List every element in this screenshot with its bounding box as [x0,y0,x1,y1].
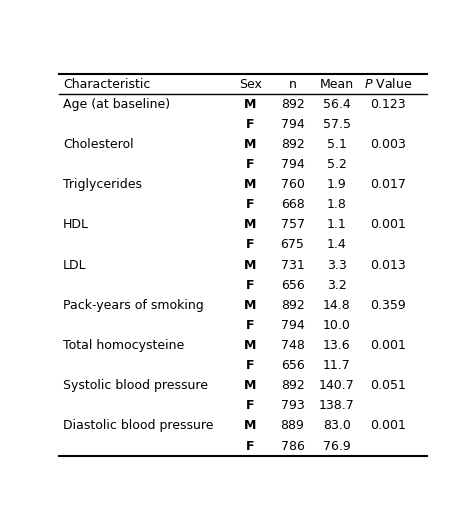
Text: M: M [244,178,256,191]
Text: 0.359: 0.359 [370,299,406,312]
Text: 0.003: 0.003 [370,138,406,151]
Text: 0.013: 0.013 [370,258,406,271]
Text: F: F [246,359,255,372]
Text: 786: 786 [281,439,304,452]
Text: 0.051: 0.051 [370,379,406,392]
Text: 5.2: 5.2 [327,158,346,171]
Text: F: F [246,439,255,452]
Text: M: M [244,299,256,312]
Text: M: M [244,419,256,433]
Text: M: M [244,258,256,271]
Text: $\it{P}$ Value: $\it{P}$ Value [364,77,412,91]
Text: F: F [246,238,255,251]
Text: F: F [246,399,255,413]
Text: 794: 794 [281,158,304,171]
Text: 794: 794 [281,118,304,131]
Text: 57.5: 57.5 [323,118,351,131]
Text: 1.9: 1.9 [327,178,346,191]
Text: Triglycerides: Triglycerides [63,178,142,191]
Text: 3.2: 3.2 [327,279,346,292]
Text: 1.4: 1.4 [327,238,346,251]
Text: 656: 656 [281,279,304,292]
Text: Characteristic: Characteristic [63,78,150,90]
Text: 889: 889 [281,419,304,433]
Text: 76.9: 76.9 [323,439,350,452]
Text: Sex: Sex [239,78,262,90]
Text: 0.001: 0.001 [370,419,406,433]
Text: F: F [246,319,255,332]
Text: 140.7: 140.7 [319,379,355,392]
Text: Mean: Mean [319,78,354,90]
Text: 760: 760 [281,178,304,191]
Text: 892: 892 [281,138,304,151]
Text: 0.001: 0.001 [370,339,406,352]
Text: 793: 793 [281,399,304,413]
Text: 0.017: 0.017 [370,178,406,191]
Text: 11.7: 11.7 [323,359,350,372]
Text: 138.7: 138.7 [319,399,355,413]
Text: Cholesterol: Cholesterol [63,138,134,151]
Text: 675: 675 [281,238,304,251]
Text: Systolic blood pressure: Systolic blood pressure [63,379,208,392]
Text: Total homocysteine: Total homocysteine [63,339,184,352]
Text: 668: 668 [281,198,304,211]
Text: 892: 892 [281,299,304,312]
Text: 10.0: 10.0 [323,319,351,332]
Text: 892: 892 [281,98,304,111]
Text: Pack-years of smoking: Pack-years of smoking [63,299,204,312]
Text: 731: 731 [281,258,304,271]
Text: LDL: LDL [63,258,87,271]
Text: 0.001: 0.001 [370,218,406,231]
Text: 794: 794 [281,319,304,332]
Text: 656: 656 [281,359,304,372]
Text: M: M [244,339,256,352]
Text: 5.1: 5.1 [327,138,346,151]
Text: HDL: HDL [63,218,89,231]
Text: 13.6: 13.6 [323,339,350,352]
Text: 1.8: 1.8 [327,198,346,211]
Text: F: F [246,158,255,171]
Text: 892: 892 [281,379,304,392]
Text: M: M [244,138,256,151]
Text: 748: 748 [281,339,304,352]
Text: Diastolic blood pressure: Diastolic blood pressure [63,419,213,433]
Text: M: M [244,379,256,392]
Text: 757: 757 [281,218,304,231]
Text: F: F [246,279,255,292]
Text: 0.123: 0.123 [370,98,406,111]
Text: 56.4: 56.4 [323,98,350,111]
Text: 14.8: 14.8 [323,299,350,312]
Text: M: M [244,98,256,111]
Text: n: n [289,78,296,90]
Text: F: F [246,198,255,211]
Text: 83.0: 83.0 [323,419,351,433]
Text: Age (at baseline): Age (at baseline) [63,98,170,111]
Text: M: M [244,218,256,231]
Text: 3.3: 3.3 [327,258,346,271]
Text: 1.1: 1.1 [327,218,346,231]
Text: F: F [246,118,255,131]
